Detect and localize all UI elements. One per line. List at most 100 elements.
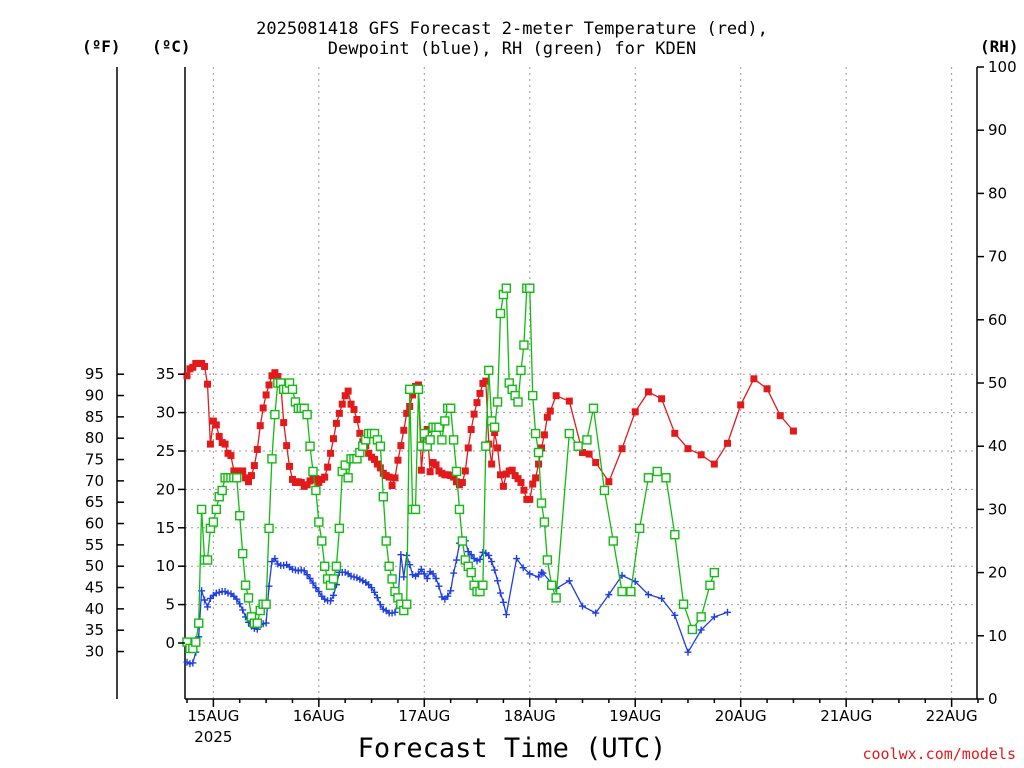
data-point (499, 482, 507, 490)
x-axis-title: Forecast Time (UTC) (357, 733, 667, 764)
data-point (350, 406, 358, 414)
fahrenheit-tick-label: 40 (85, 600, 104, 618)
rh-unit-label: (RH) (980, 37, 1019, 56)
rh-tick-label: 40 (988, 437, 1007, 455)
data-point (400, 426, 408, 434)
data-point (457, 536, 468, 546)
data-point (327, 597, 335, 605)
data-point (547, 580, 557, 590)
data-point (311, 485, 321, 496)
data-point (250, 462, 258, 470)
data-point (191, 637, 201, 647)
data-point (697, 451, 705, 459)
data-point (201, 363, 209, 371)
data-point (376, 464, 384, 472)
data-point (413, 384, 424, 395)
celsius-unit-label: (ºC) (152, 37, 191, 56)
data-point (684, 445, 692, 453)
data-point (334, 523, 345, 534)
data-point (496, 589, 504, 597)
data-point (331, 561, 342, 571)
fahrenheit-tick-label: 70 (85, 472, 104, 490)
data-point (397, 551, 405, 559)
data-point (340, 460, 350, 470)
data-point (470, 410, 478, 418)
data-point (317, 536, 327, 546)
data-point (215, 432, 223, 440)
data-point (417, 466, 425, 474)
x-tick-label: 18AUG (504, 707, 556, 725)
data-point (514, 475, 522, 483)
data-point (286, 462, 294, 470)
data-point (271, 369, 279, 377)
data-point (652, 466, 662, 477)
data-point (252, 618, 263, 628)
data-point (221, 440, 229, 448)
data-point (678, 599, 689, 609)
data-point (280, 419, 288, 427)
data-point (643, 473, 654, 483)
data-point (533, 447, 544, 458)
data-point (687, 624, 698, 635)
data-point (321, 473, 329, 481)
data-point (271, 555, 279, 563)
data-point (371, 588, 379, 596)
data-point (243, 593, 254, 603)
data-point (403, 409, 411, 417)
data-point (750, 375, 758, 383)
data-point (283, 442, 291, 450)
data-point (535, 460, 543, 468)
data-point (519, 564, 527, 572)
data-point (444, 592, 452, 600)
data-point (402, 599, 412, 609)
rh-tick-label: 30 (988, 500, 1007, 518)
data-point (513, 555, 521, 563)
data-point (658, 594, 666, 602)
data-point (530, 428, 541, 439)
fahrenheit-tick-label: 45 (85, 579, 104, 597)
data-point (529, 480, 537, 488)
fahrenheit-tick-label: 30 (85, 643, 104, 661)
data-point (536, 498, 547, 508)
data-point (696, 612, 706, 622)
data-point (776, 412, 784, 420)
data-point (315, 588, 323, 596)
data-point (201, 596, 209, 604)
data-point (488, 460, 496, 468)
celsius-tick-label: 0 (165, 634, 175, 652)
data-point (327, 449, 335, 457)
data-point (588, 403, 599, 413)
data-point (697, 626, 705, 634)
fahrenheit-tick-label: 60 (85, 515, 104, 533)
data-point (573, 441, 583, 451)
data-point (233, 595, 241, 603)
data-point (476, 555, 484, 563)
data-point (492, 397, 503, 407)
x-tick-label: 17AUG (398, 707, 450, 725)
data-point (519, 340, 529, 350)
data-point (447, 587, 455, 595)
x-tick-label: 21AUG (820, 707, 872, 725)
data-point (262, 619, 270, 627)
rh-tick-label: 60 (988, 311, 1007, 329)
data-point (724, 608, 732, 616)
data-point (478, 580, 488, 590)
data-point (494, 444, 502, 452)
data-point (410, 504, 421, 515)
x-tick-label: 15AUG (187, 707, 239, 725)
data-point (670, 529, 680, 540)
data-point (365, 449, 373, 457)
data-point (517, 478, 525, 486)
data-point (385, 473, 393, 481)
data-point (440, 416, 450, 426)
data-point (341, 392, 349, 400)
data-point (189, 363, 197, 371)
chart-title: 2025081418 GFS Forecast 2-meter Temperat… (256, 19, 768, 39)
data-point (434, 422, 444, 432)
data-point (300, 567, 308, 575)
data-point (208, 517, 219, 527)
data-point (373, 460, 381, 468)
data-point (551, 593, 561, 603)
data-point (528, 390, 538, 401)
data-point (705, 580, 715, 590)
